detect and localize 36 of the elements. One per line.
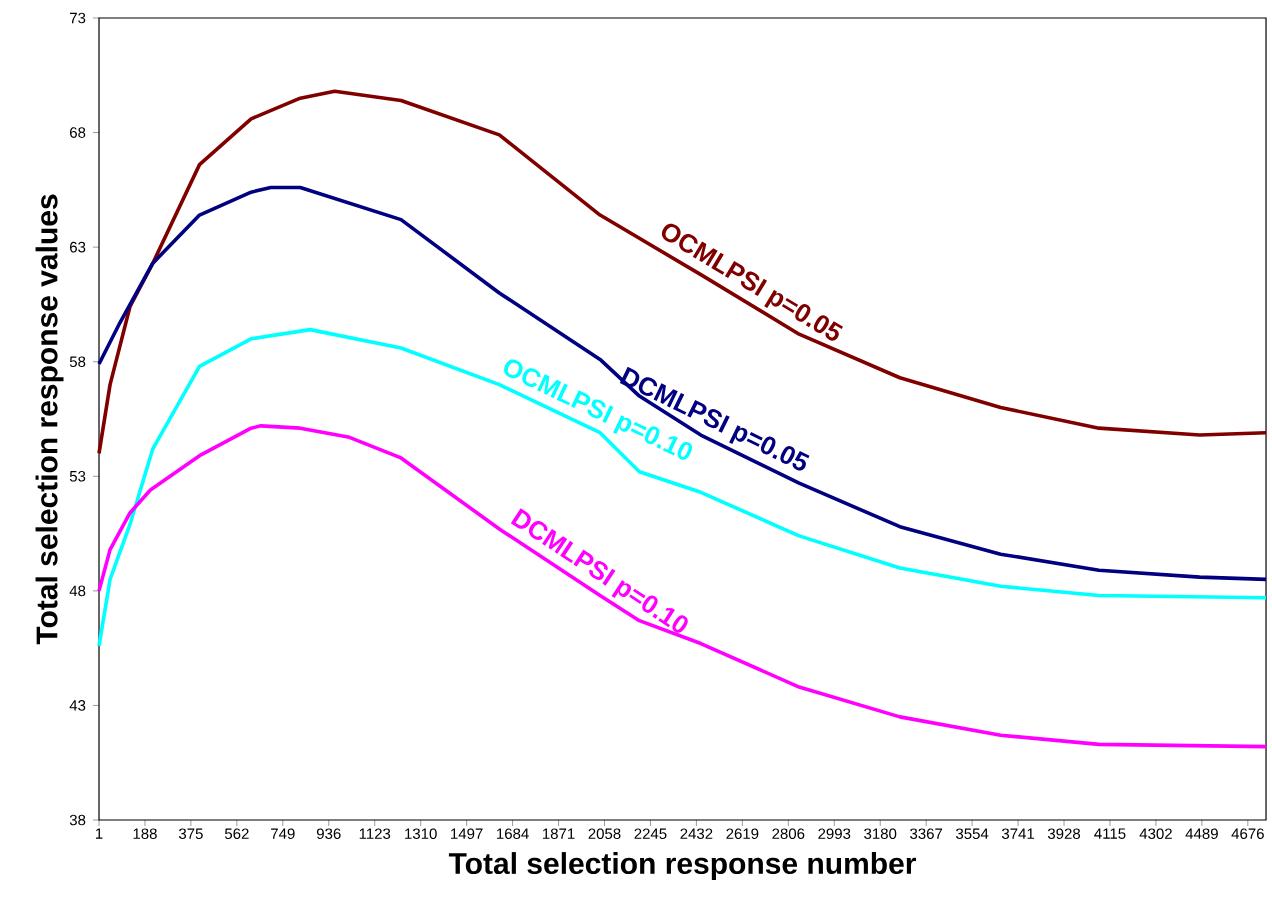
x-tick-label: 3367 <box>910 828 943 840</box>
y-tick-label: 58 <box>69 356 86 368</box>
y-tick-label: 48 <box>69 585 86 597</box>
x-tick-label: 4676 <box>1231 828 1264 840</box>
x-tick-label: 1123 <box>359 828 391 840</box>
x-tick-label: 1497 <box>451 828 483 840</box>
x-axis-title: Total selection response number <box>448 852 917 881</box>
x-tick-label: 375 <box>178 828 203 840</box>
x-tick-label: 562 <box>224 828 249 840</box>
x-tick-label: 188 <box>133 828 157 840</box>
x-tick-label: 3554 <box>956 828 989 840</box>
x-tick-label: 2245 <box>634 828 667 840</box>
x-tick-label: 936 <box>316 828 341 840</box>
x-tick-label: 3180 <box>864 828 897 840</box>
x-tick-label: 2806 <box>772 828 805 840</box>
x-tick-label: 1684 <box>497 828 529 840</box>
x-tick-label: 3928 <box>1047 828 1081 840</box>
x-tick-label: 4302 <box>1139 828 1172 840</box>
y-tick-label: 73 <box>70 12 86 24</box>
y-tick-label: 68 <box>70 127 86 138</box>
x-tick-label: 2619 <box>726 828 759 840</box>
x-tick-label: 2993 <box>818 828 851 840</box>
y-tick-label: 53 <box>69 470 86 482</box>
x-tick-label: 4115 <box>1094 828 1126 839</box>
x-tick-label: 2058 <box>588 828 621 840</box>
x-tick-label: 1310 <box>405 828 437 840</box>
y-tick-label: 63 <box>70 241 86 253</box>
x-tick-label: 4489 <box>1185 828 1218 840</box>
x-tick-label: 1871 <box>542 828 575 840</box>
y-tick-label: 43 <box>69 700 86 711</box>
x-tick-label: 1 <box>95 828 103 839</box>
y-axis-title: Total selection response values <box>35 194 64 645</box>
y-tick-label: 38 <box>69 814 86 826</box>
x-tick-label: 3741 <box>1001 828 1035 840</box>
x-tick-label: 749 <box>271 828 295 840</box>
x-tick-label: 2432 <box>680 828 713 840</box>
